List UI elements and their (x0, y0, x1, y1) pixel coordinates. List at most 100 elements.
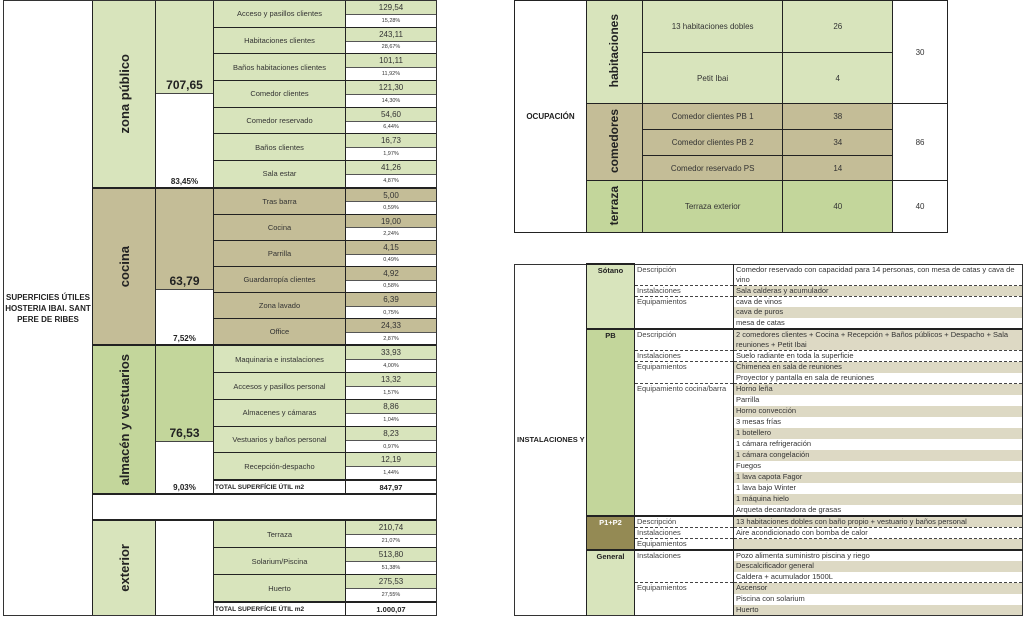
table-row: Comedor reservado 54,60 6,44% (214, 107, 436, 135)
table-row: Equipamientos cava de vinos (515, 295, 1023, 329)
item-name: Habitaciones clientes (214, 27, 346, 54)
item-name: Vestuarios y baños personal (214, 426, 346, 453)
section-almacén-y-vestuarios: almacén y vestuarios 76,53 9,03% Maquinaria… (93, 346, 436, 496)
item-name: Baños clientes (214, 134, 346, 161)
superficies-table: SUPERFICIES ÚTILES HOSTERIA IBAI. SANT P… (3, 0, 437, 616)
item-percent: 15,28% (346, 14, 436, 27)
zone-cell: zona público (93, 1, 156, 187)
table-row: Descalcificador general (515, 560, 1023, 572)
item-name: Acceso y pasillos clientes (214, 1, 346, 27)
section-key: Descripción (634, 328, 734, 351)
zone-total-cell: 76,53 9,03% (156, 346, 214, 494)
table-row: 1 máquina hielo (515, 493, 1023, 505)
table-row: 1 cámara refrigeración (515, 439, 1023, 450)
floor-label: PB (586, 328, 635, 516)
item-area: 4,92 (346, 267, 436, 281)
section-key: Equipamiento cocina/barra (634, 383, 734, 516)
item-values: 54,60 6,44% (346, 107, 436, 134)
item-area: 19,00 (346, 214, 436, 229)
item-area: 54,60 (346, 107, 436, 122)
item-percent: 21,07% (346, 535, 436, 548)
item-name: Baños habitaciones clientes (214, 54, 346, 81)
ocupacion-value: 14 (782, 155, 894, 181)
section-value: Proyector y pantalla en sala de reunione… (736, 372, 875, 382)
table-row: Almacenes y cámaras 8,86 1,04% (214, 399, 436, 427)
item-name: Terraza (214, 521, 346, 548)
group-terraza: terraza (585, 180, 643, 233)
item-values: 16,73 1,97% (346, 134, 436, 161)
table-row: Comedor clientes 121,30 14,30% (214, 81, 436, 108)
item-percent: 4,00% (346, 360, 436, 373)
item-area: 101,11 (346, 54, 436, 69)
table-row: Instalaciones Sala calderas y acumulador (515, 284, 1023, 296)
table-row: Terraza 210,74 21,07% (214, 521, 436, 549)
ocupacion-total: 30 (892, 0, 948, 104)
ocupacion-table: OCUPACIÓN habitaciones 13 habitaciones d… (514, 0, 948, 233)
total-label: TOTAL SUPERFÍCIE ÚTIL m2 (214, 481, 346, 494)
item-percent: 0,75% (346, 306, 436, 319)
table-row: Equipamientos Chimenea en sala de reunion… (515, 361, 1023, 384)
item-values: 101,11 11,92% (346, 54, 436, 81)
section-key: Instalaciones (634, 526, 734, 538)
item-percent: 1,57% (346, 387, 436, 399)
ocupacion-value: 4 (782, 52, 894, 104)
section-value: 2 comedores clientes + Cocina + Recepció… (733, 328, 1023, 351)
item-values: 243,11 28,67% (346, 27, 436, 54)
item-percent: 0,97% (346, 440, 436, 453)
item-area: 8,86 (346, 399, 436, 414)
item-values: 24,33 2,87% (346, 319, 436, 345)
item-percent: 1,44% (346, 467, 436, 480)
item-name: Almacenes y cámaras (214, 399, 346, 426)
item-values: 210,74 21,07% (346, 521, 436, 548)
section-exterior: exterior Terraza 210,74 21,07% Solarium/Pisc… (93, 521, 436, 616)
section-value: 1 lava capota Fagor (733, 471, 1023, 483)
item-values: 121,30 14,30% (346, 81, 436, 107)
table-row: Acceso y pasillos clientes 129,54 15,28% (214, 1, 436, 28)
zone-total-cell: 63,79 7,52% (156, 188, 214, 345)
table-row: Solarium/Piscina 513,80 51,38% (214, 548, 436, 576)
item-name: Zona lavado (214, 293, 346, 319)
item-values: 4,15 0,49% (346, 240, 436, 267)
items-list: Tras barra 5,00 0,59% Cocina 19,00 2,24% Parri… (214, 188, 436, 345)
section-value: Parrilla (736, 394, 760, 404)
blank-row (93, 495, 436, 522)
zone-percent: 9,03% (173, 483, 196, 493)
table-row: mesa de catas (515, 318, 1023, 329)
section-value: cava de vinos (733, 295, 1023, 307)
section-value: 1 cámara congelación (733, 449, 1023, 461)
superficies-body: zona público 707,65 83,45% Acceso y pasillo… (93, 1, 436, 616)
section-key: Equipamientos (634, 537, 734, 550)
item-values: 4,92 0,58% (346, 267, 436, 293)
item-area: 13,32 (346, 373, 436, 388)
ocupacion-value: 40 (782, 180, 894, 233)
table-row: Huerto 275,53 27,55% (214, 575, 436, 603)
item-values: 12,19 1,44% (346, 453, 436, 480)
floor-label: P1+P2 (586, 514, 635, 550)
section-value: Piscina con solarium (736, 593, 805, 603)
table-row: Piscina con solarium (515, 594, 1023, 605)
zone-cell: cocina (93, 188, 156, 345)
item-values: 6,39 0,75% (346, 293, 436, 319)
group-comedores: comedores (585, 103, 643, 181)
table-row: Tras barra 5,00 0,59% (214, 188, 436, 215)
zone-total: 707,65 (156, 1, 213, 94)
item-area: 8,23 (346, 426, 436, 441)
table-row: Accesos y pasillos personal 13,32 1,57% (214, 373, 436, 400)
total-label: TOTAL SUPERFÍCIE ÚTIL m2 (214, 603, 346, 616)
item-percent: 14,30% (346, 94, 436, 107)
item-values: 33,93 4,00% (346, 346, 436, 373)
section-value: Sala calderas y acumulador (733, 284, 1023, 296)
section-value: Huerto (733, 604, 1023, 616)
section-value (733, 537, 1023, 550)
section-key: Instalaciones (634, 350, 734, 362)
item-percent: 27,55% (346, 589, 436, 602)
item-area: 243,11 (346, 27, 436, 42)
table-row: Baños clientes 16,73 1,97% (214, 134, 436, 162)
section-value: Horno leña (733, 383, 1023, 395)
item-values: 275,53 27,55% (346, 575, 436, 602)
item-area: 129,54 (346, 1, 436, 15)
section-zona-público: zona público 707,65 83,45% Acceso y pasillo… (93, 1, 436, 189)
table-row: Horno convección (515, 405, 1023, 417)
floor-label: Sótano (586, 263, 635, 329)
item-area: 210,74 (346, 521, 436, 536)
